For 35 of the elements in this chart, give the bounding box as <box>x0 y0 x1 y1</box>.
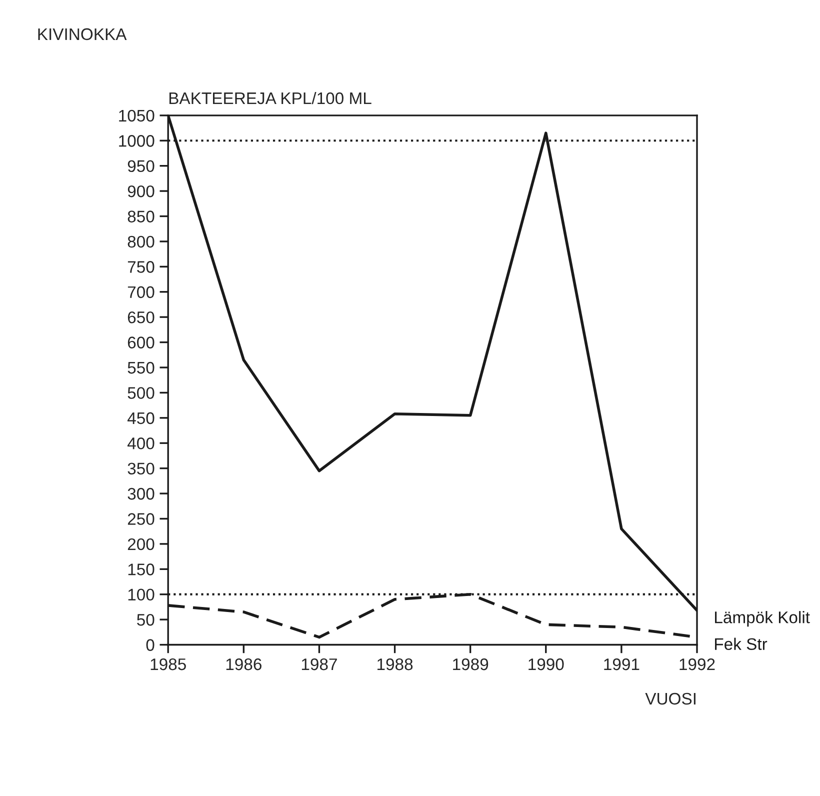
y-tick-label: 1050 <box>119 110 154 122</box>
y-tick-label: 950 <box>128 160 154 172</box>
y-tick-label: 300 <box>128 488 154 500</box>
x-tick-label: 1990 <box>528 658 564 670</box>
y-tick-label: 50 <box>137 614 154 626</box>
x-axis-title: VUOSI <box>645 692 696 705</box>
chart-title: KIVINOKKA <box>38 28 127 40</box>
x-tick-label: 1992 <box>680 658 715 670</box>
y-tick-label: 350 <box>128 462 154 475</box>
y-tick-label: 500 <box>128 387 154 399</box>
y-tick-label: 700 <box>128 286 154 298</box>
y-tick-label: 1000 <box>119 135 154 147</box>
y-tick-label: 850 <box>128 210 154 222</box>
y-tick-label: 450 <box>127 412 154 424</box>
x-tick-label: 1991 <box>604 658 640 670</box>
y-tick-label: 200 <box>128 538 154 550</box>
y-tick-label: 150 <box>128 564 154 576</box>
y-tick-label: 100 <box>128 588 154 601</box>
y-tick-label: 250 <box>128 513 154 525</box>
y-tick-label: 400 <box>127 438 154 450</box>
y-tick-label: 0 <box>146 639 154 651</box>
y-tick-label: 900 <box>128 185 154 198</box>
y-tick-label: 550 <box>128 362 154 374</box>
y-tick-label: 650 <box>128 311 154 324</box>
x-tick-label: 1986 <box>226 658 262 670</box>
y-tick-label: 600 <box>128 336 154 348</box>
x-tick-label: 1988 <box>378 658 413 670</box>
x-tick-label: 1985 <box>150 658 186 670</box>
x-tick-label: 1989 <box>453 658 488 670</box>
x-tick-label: 1987 <box>302 658 337 670</box>
y-tick-label: 750 <box>128 261 154 273</box>
y-tick-label: 800 <box>128 236 154 248</box>
series-label: Fek Str <box>715 638 768 650</box>
series-label: Lämpök Kolit <box>715 611 810 627</box>
y-axis-title: BAKTEEREJA KPL/100 ML <box>169 92 372 104</box>
